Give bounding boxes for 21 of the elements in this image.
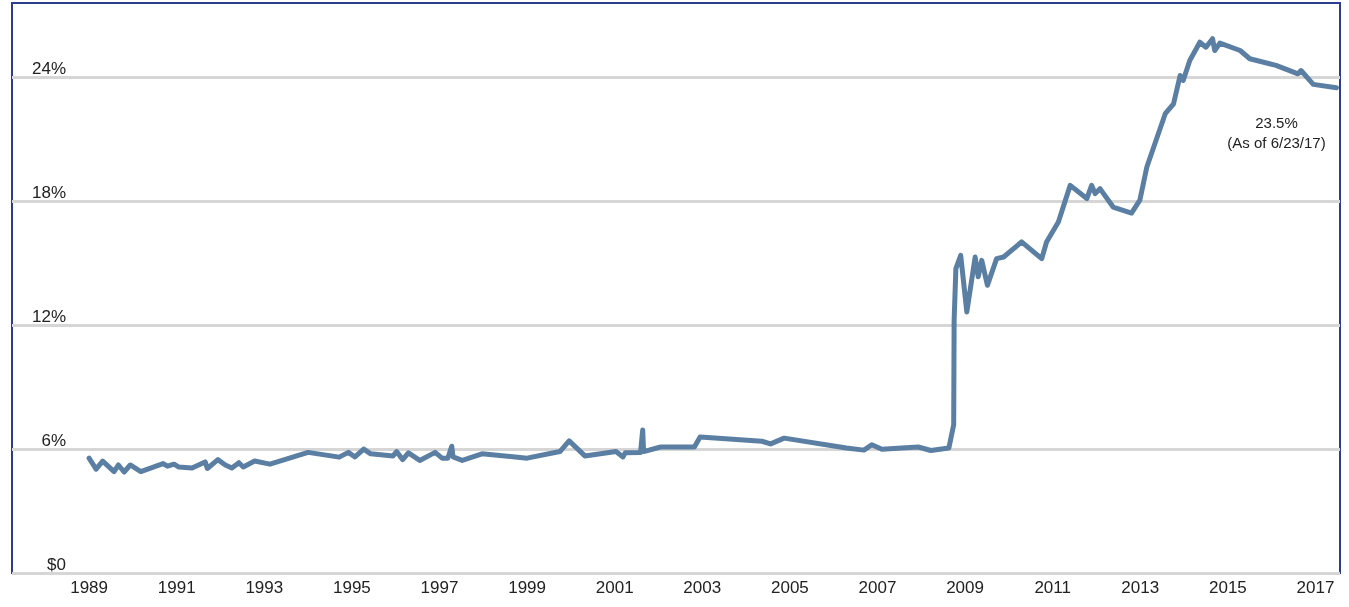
y-tick-label: 12% — [31, 307, 66, 327]
x-tick-label: 2011 — [1034, 578, 1071, 597]
x-tick-label: 2009 — [946, 578, 984, 597]
x-tick-label: 1993 — [245, 578, 284, 597]
x-tick-label: 2003 — [683, 578, 722, 597]
x-tick-label: 2015 — [1208, 578, 1247, 597]
x-tick-label: 1997 — [420, 578, 459, 597]
y-tick-label: 24% — [31, 59, 66, 79]
y-tick-label: $0 — [47, 555, 66, 574]
x-tick-label: 1991 — [157, 578, 196, 597]
y-tick-label: 6% — [41, 431, 66, 451]
x-tick-label: 1995 — [332, 578, 371, 597]
x-tick-label: 2017 — [1296, 578, 1335, 597]
x-tick-label: 2005 — [770, 578, 809, 597]
annotation: 23.5% (As of 6/23/17) — [1227, 114, 1326, 152]
x-tick-label: 1989 — [70, 578, 108, 597]
x-tick-label: 2001 — [595, 578, 634, 597]
x-tick-label: 2007 — [858, 578, 897, 597]
x-tick-label: 1999 — [508, 578, 546, 597]
y-tick-label: 18% — [31, 183, 66, 203]
x-tick-label: 2013 — [1121, 578, 1160, 597]
